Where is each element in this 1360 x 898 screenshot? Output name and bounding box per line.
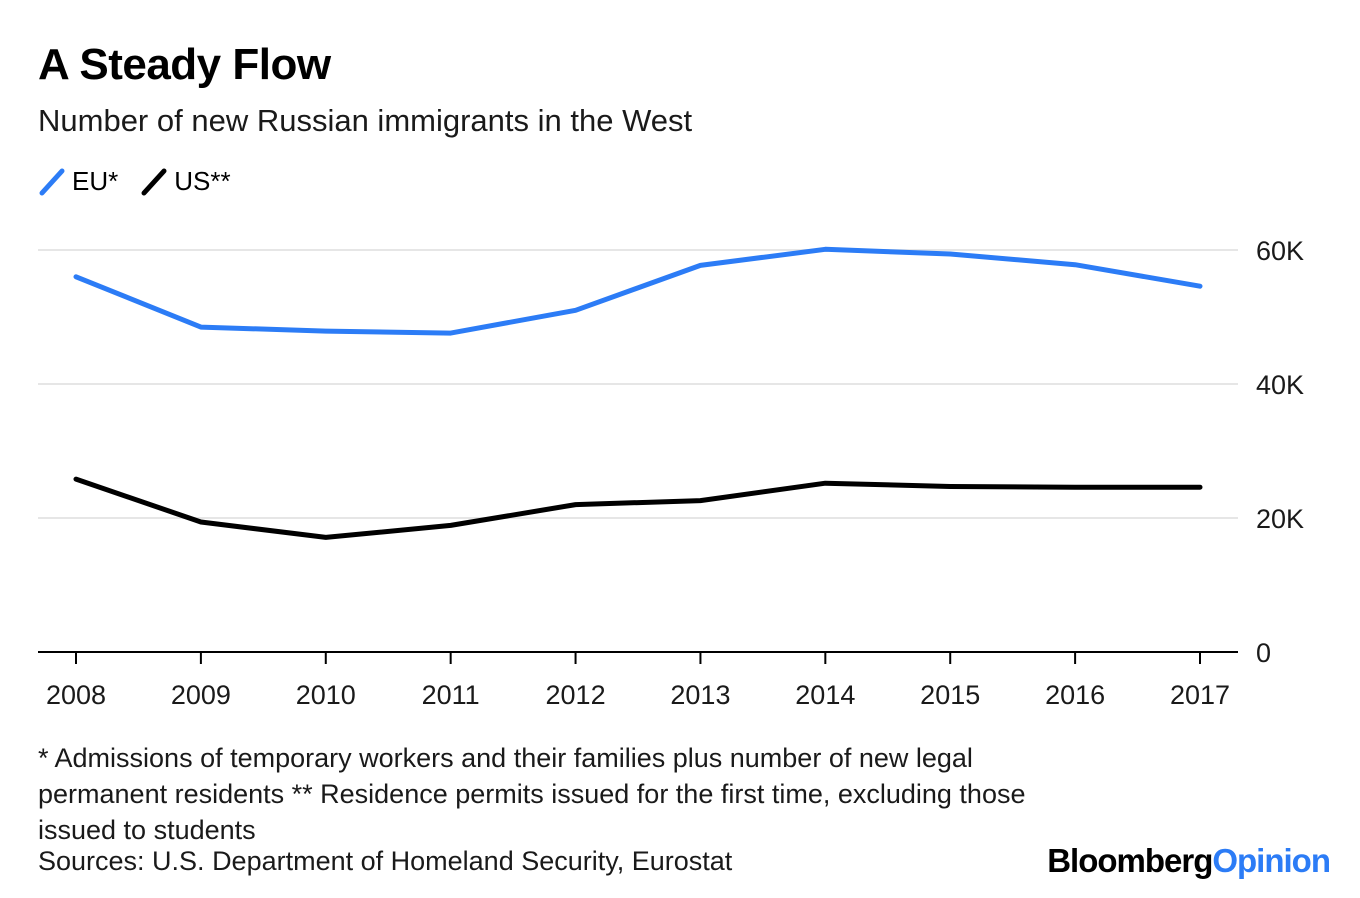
x-tick-label: 2008	[46, 680, 106, 710]
chart-title: A Steady Flow	[38, 40, 331, 89]
legend-swatch-eu	[39, 168, 65, 195]
y-tick-label: 40K	[1256, 370, 1304, 400]
x-tick-label: 2009	[171, 680, 231, 710]
x-tick-label: 2012	[546, 680, 606, 710]
x-tick-label: 2011	[422, 680, 480, 710]
logo-opinion: Opinion	[1212, 842, 1331, 879]
y-tick-label: 60K	[1256, 236, 1304, 266]
sources-note: Sources: U.S. Department of Homeland Sec…	[38, 846, 733, 876]
x-tick-label: 2014	[795, 680, 855, 710]
legend: EU* US**	[38, 166, 253, 197]
series-line-eu	[73, 246, 1203, 336]
x-tick-label: 2017	[1170, 680, 1230, 710]
y-tick-label: 0	[1256, 638, 1271, 668]
bloomberg-opinion-logo: BloombergOpinion	[1047, 842, 1331, 880]
x-tick-label: 2013	[670, 680, 730, 710]
legend-label-eu: EU*	[72, 166, 119, 196]
x-tick-label: 2015	[920, 680, 980, 710]
chart-subtitle: Number of new Russian immigrants in the …	[38, 103, 693, 138]
logo-bloomberg: Bloomberg	[1047, 842, 1213, 879]
x-tick-label: 2010	[296, 680, 356, 710]
y-tick-label: 20K	[1256, 504, 1304, 534]
legend-swatch-us	[141, 168, 167, 195]
series-line-us	[73, 476, 1203, 540]
legend-entry-eu: EU*	[38, 166, 118, 197]
legend-label-us: US**	[174, 166, 231, 196]
x-tick-label: 2016	[1045, 680, 1105, 710]
legend-entry-us: US**	[140, 166, 231, 197]
footnote: * Admissions of temporary workers and th…	[38, 743, 1026, 845]
